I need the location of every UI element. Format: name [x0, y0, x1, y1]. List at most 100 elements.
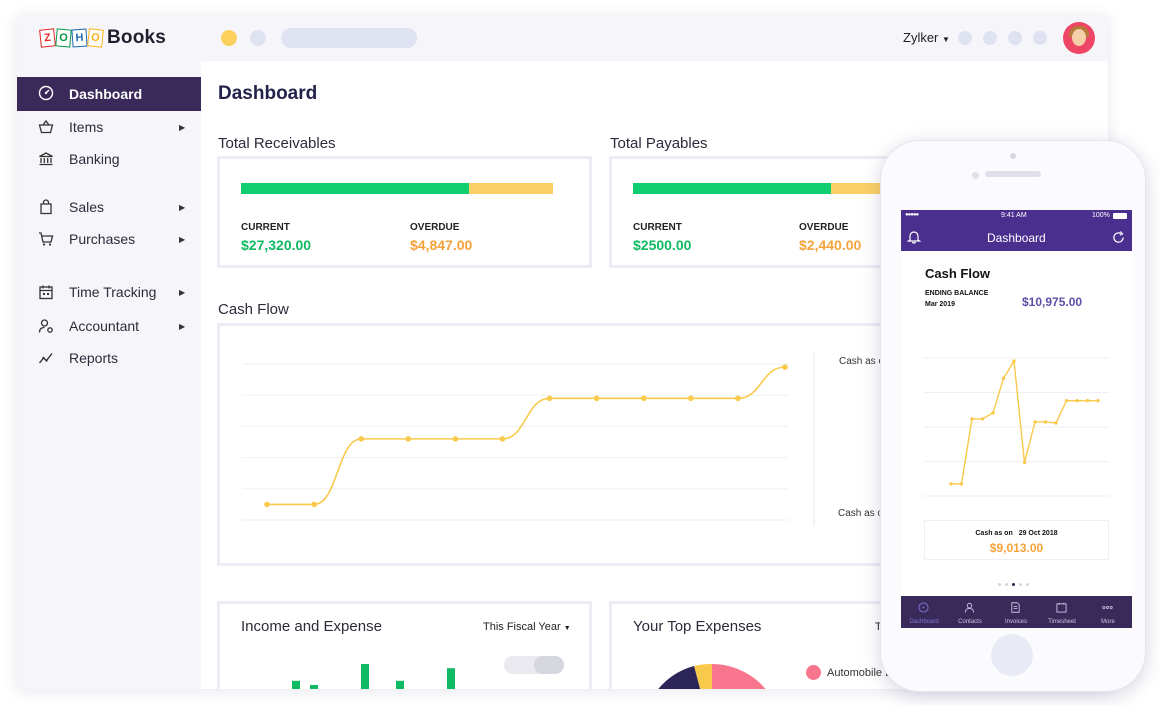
basket-icon	[38, 119, 54, 134]
logo-letter: O	[87, 28, 104, 48]
data-point	[959, 482, 964, 486]
data-point	[1075, 398, 1079, 403]
status-dot-yellow[interactable]	[221, 30, 237, 46]
tab-dashboard[interactable]: Dashboard	[901, 596, 947, 628]
payables-overdue-value: $2,440.00	[799, 237, 862, 253]
page-dot-active	[1012, 583, 1015, 586]
sidebar-item-sales[interactable]: Sales ▶	[17, 191, 201, 223]
shopping-bag-icon	[40, 199, 52, 215]
tab-label: Dashboard	[909, 619, 939, 625]
header-action-dot[interactable]	[983, 31, 997, 45]
cash-flow-line	[267, 366, 786, 506]
page-dot	[998, 583, 1001, 586]
data-point	[1012, 359, 1016, 363]
chevron-down-icon: ▼	[942, 35, 950, 44]
income-bar	[396, 680, 404, 689]
data-point	[1064, 398, 1069, 403]
tab-timesheet[interactable]: Timesheet	[1039, 596, 1085, 628]
bell-icon[interactable]	[907, 230, 921, 244]
sidebar-item-reports[interactable]: Reports	[17, 342, 201, 374]
sidebar-item-items[interactable]: Items ▶	[17, 111, 201, 143]
cash-flow-title: Cash Flow	[218, 301, 289, 318]
user-gear-icon	[38, 319, 53, 333]
period-dropdown[interactable]: This Fiscal Year ▼	[483, 621, 571, 633]
zoho-logo-mark: Z O H O	[39, 28, 104, 48]
data-point	[980, 417, 985, 421]
phone-home-button[interactable]	[991, 634, 1033, 676]
header-action-dot[interactable]	[1008, 31, 1022, 45]
sidebar-item-banking[interactable]: Banking	[17, 143, 201, 175]
data-point	[358, 436, 364, 442]
logo-letter: Z	[39, 28, 56, 48]
tab-more[interactable]: More	[1085, 596, 1131, 628]
sidebar: Dashboard Items ▶ Banking Sales ▶ Purcha…	[17, 61, 201, 689]
payables-current-value: $2500.00	[633, 237, 692, 253]
receivables-title: Total Receivables	[218, 135, 336, 152]
tab-invoices[interactable]: Invoices	[993, 596, 1039, 628]
tab-contacts[interactable]: Contacts	[947, 596, 993, 628]
sidebar-item-accountant[interactable]: Accountant ▶	[17, 310, 201, 342]
cash-as-on-card[interactable]: Cash as on 29 Oct 2018 $9,013.00	[924, 520, 1109, 560]
pie-slice	[712, 664, 766, 689]
receivables-overdue-label: OVERDUE	[410, 222, 460, 233]
page-dot	[1019, 583, 1022, 586]
mobile-cash-flow-chart	[924, 357, 1109, 497]
tab-label: More	[1101, 619, 1115, 625]
data-point	[1022, 460, 1027, 465]
data-point	[452, 436, 459, 442]
chevron-right-icon: ▶	[179, 234, 186, 244]
search-placeholder-bar[interactable]	[281, 28, 417, 48]
status-battery: 100%	[1092, 212, 1110, 219]
chart-type-toggle[interactable]	[504, 656, 564, 674]
cash-as-of-label-top: Cash as o	[839, 356, 885, 367]
income-bar	[310, 685, 318, 689]
chevron-down-icon: ▼	[563, 625, 571, 632]
income-bar	[361, 664, 369, 689]
invoice-icon	[1011, 602, 1020, 613]
logo-wordmark: Books	[107, 27, 167, 48]
logo-letter: O	[55, 28, 72, 48]
battery-icon	[1113, 213, 1127, 219]
income-expense-card[interactable]: Income and Expense This Fiscal Year ▼	[217, 601, 592, 689]
tab-label: Timesheet	[1048, 619, 1076, 625]
status-dot-grey[interactable]	[250, 30, 266, 46]
desktop-app-window: Z O H O Books Zylker ▼ Dashboard	[17, 15, 1108, 689]
sidebar-item-time-tracking[interactable]: Time Tracking ▶	[17, 276, 201, 308]
avatar-face	[1072, 29, 1086, 46]
sidebar-item-purchases[interactable]: Purchases ▶	[17, 223, 201, 255]
data-point	[782, 364, 788, 370]
contacts-icon	[964, 602, 975, 613]
chevron-right-icon: ▶	[179, 202, 186, 212]
zoho-books-logo[interactable]: Z O H O Books	[39, 26, 167, 50]
ending-balance-period: Mar 2019	[925, 301, 955, 308]
cash-flow-card[interactable]: Cash as o Cash as o	[217, 323, 937, 566]
receivables-current-label: CURRENT	[241, 222, 290, 233]
top-expenses-title: Your Top Expenses	[633, 618, 762, 635]
cash-as-on-date: 29 Oct 2018	[1018, 530, 1058, 537]
avatar[interactable]	[1063, 22, 1095, 54]
dashboard-icon	[38, 85, 54, 101]
org-switcher[interactable]: Zylker ▼	[903, 30, 950, 45]
page-dot	[1026, 583, 1029, 586]
receivables-overdue-value: $4,847.00	[410, 237, 473, 253]
data-point	[640, 395, 647, 402]
refresh-icon[interactable]	[1112, 231, 1125, 244]
signal-icon: ●●●●●	[905, 212, 919, 218]
cash-flow-chart	[242, 352, 815, 526]
receivables-current-bar	[241, 183, 469, 194]
income-expense-title: Income and Expense	[241, 618, 382, 635]
org-name: Zylker	[903, 30, 939, 45]
status-bar: ●●●●● 9:41 AM 100%	[901, 210, 1132, 223]
mobile-cash-flow-title: Cash Flow	[925, 266, 991, 281]
sidebar-item-label: Purchases	[69, 231, 136, 247]
top-expenses-period[interactable]: T	[875, 621, 882, 633]
header-action-dot[interactable]	[958, 31, 972, 45]
receivables-card[interactable]: CURRENT $27,320.00 OVERDUE $4,847.00	[217, 156, 592, 268]
data-point	[1054, 421, 1058, 425]
page-indicator[interactable]	[998, 583, 1038, 587]
sidebar-item-dashboard[interactable]: Dashboard	[17, 77, 201, 111]
income-bar	[292, 680, 300, 689]
header-action-dot[interactable]	[1033, 31, 1047, 45]
data-point	[735, 395, 741, 402]
data-point	[688, 395, 694, 402]
